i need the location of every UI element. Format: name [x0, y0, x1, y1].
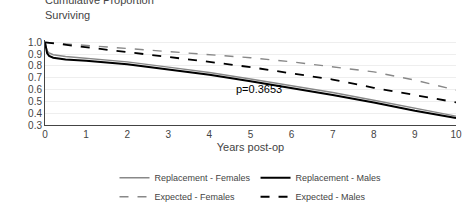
svg-text:2: 2	[124, 129, 130, 140]
svg-text:0.5: 0.5	[28, 96, 42, 107]
svg-text:0.7: 0.7	[28, 72, 42, 83]
svg-text:8: 8	[371, 129, 377, 140]
svg-text:6: 6	[289, 129, 295, 140]
svg-text:0.9: 0.9	[28, 49, 42, 60]
svg-text:0.4: 0.4	[28, 108, 42, 119]
svg-text:Replacement - Females: Replacement - Females	[155, 173, 251, 183]
svg-text:5: 5	[248, 129, 254, 140]
svg-text:0: 0	[42, 129, 48, 140]
svg-text:Years post-op: Years post-op	[217, 141, 284, 153]
svg-text:0.8: 0.8	[28, 60, 42, 71]
svg-text:9: 9	[412, 129, 418, 140]
svg-text:0.6: 0.6	[28, 84, 42, 95]
svg-text:Expected - Males: Expected - Males	[296, 192, 366, 202]
svg-text:p=0.3653: p=0.3653	[236, 83, 282, 95]
svg-text:0.3: 0.3	[28, 120, 42, 131]
svg-text:3: 3	[166, 129, 172, 140]
svg-text:Cumulative ProportionSurviving: Cumulative ProportionSurviving	[45, 0, 154, 21]
svg-text:Expected - Females: Expected - Females	[155, 192, 236, 202]
svg-text:1.0: 1.0	[28, 37, 42, 48]
svg-text:Replacement - Males: Replacement - Males	[296, 173, 382, 183]
svg-text:7: 7	[330, 129, 336, 140]
svg-text:10: 10	[450, 129, 462, 140]
svg-text:1: 1	[83, 129, 89, 140]
svg-text:4: 4	[207, 129, 213, 140]
